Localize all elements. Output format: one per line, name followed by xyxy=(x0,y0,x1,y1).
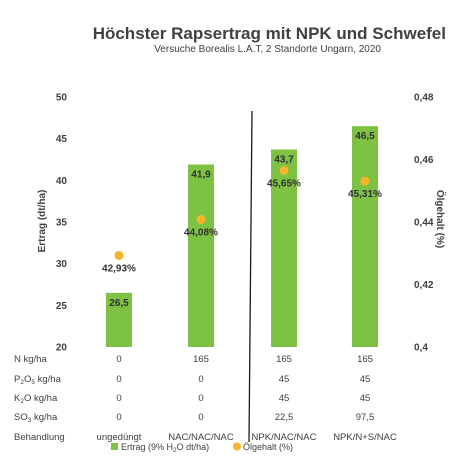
table-cell: 0 xyxy=(198,412,203,423)
legend: Ertrag (9% H2O dt/ha) Ölgehalt (%) xyxy=(111,442,293,454)
table-cell: 0 xyxy=(116,354,121,365)
bar-value-label: 26,5 xyxy=(109,298,129,309)
table-cell: 0 xyxy=(116,412,121,423)
table-cell: 45 xyxy=(279,393,290,404)
y-axis-label: Ertrag (dt/ha) xyxy=(37,190,48,253)
chart-subtitle: Versuche Borealis L.A.T, 2 Standorte Ung… xyxy=(154,44,381,55)
bar xyxy=(352,126,378,348)
bar xyxy=(271,149,297,347)
table-cell: 45 xyxy=(279,374,290,385)
table-cell: 0 xyxy=(198,374,203,385)
legend-label-oil: Ölgehalt (%) xyxy=(243,442,293,452)
bar-value-label: 43,7 xyxy=(274,155,294,166)
y-tick-label: 20 xyxy=(56,343,68,354)
oil-point xyxy=(360,176,370,186)
table-row-label: K2O kg/ha xyxy=(14,393,58,405)
table-row-label: SO3 kg/ha xyxy=(14,412,58,424)
oil-point xyxy=(196,215,206,224)
oil-value-label: 45,65% xyxy=(267,178,301,189)
legend-swatch-yield xyxy=(111,443,118,450)
bar xyxy=(188,164,214,347)
oil-point xyxy=(279,165,289,175)
y2-tick-label: 0,44 xyxy=(414,218,434,229)
y-tick-label: 25 xyxy=(56,301,68,312)
bar-series: 26,5 41,9 43,7 46,5 xyxy=(106,126,378,348)
y2-axis-ticks: 0,4 0,42 0,44 0,46 0,48 xyxy=(414,93,434,354)
table-cell: 0 xyxy=(116,393,121,404)
table-cell: 0 xyxy=(116,374,121,385)
y2-tick-label: 0,42 xyxy=(414,280,434,291)
table-cell: ungedüngt xyxy=(97,432,142,443)
y2-tick-label: 0,4 xyxy=(414,343,428,354)
separator-line xyxy=(248,110,253,443)
table-cell: NPK/N+S/NAC xyxy=(333,432,397,443)
y2-axis-label: Ölgehalt (%) xyxy=(434,190,447,248)
y2-tick-label: 0,48 xyxy=(414,93,434,104)
table-cell: 45 xyxy=(360,374,371,385)
y-tick-label: 30 xyxy=(56,259,68,270)
table-cell: 45 xyxy=(360,393,371,404)
oil-point xyxy=(114,250,124,260)
y-tick-label: 35 xyxy=(56,218,68,229)
table-cell: 165 xyxy=(357,354,373,365)
bar-value-label: 46,5 xyxy=(355,131,375,142)
oil-value-label: 44,08% xyxy=(184,228,218,239)
table-cell: 165 xyxy=(193,354,209,365)
table-row-label: Behandlung xyxy=(14,432,65,443)
y2-tick-label: 0,46 xyxy=(414,155,434,166)
y-axis-ticks: 20 25 30 35 40 45 50 xyxy=(56,93,68,354)
table-cell: NPK/NAC/NAC xyxy=(252,432,317,443)
legend-marker-oil xyxy=(233,442,241,451)
table-row-label: N kg/ha xyxy=(14,354,47,365)
table-cell: 22,5 xyxy=(275,412,294,423)
legend-label-yield: Ertrag (9% H2O dt/ha) xyxy=(121,442,209,454)
y-tick-label: 40 xyxy=(56,176,68,187)
point-series: 42,93% 44,08% 45,65% 45,31% xyxy=(102,165,382,274)
table-cell: 0 xyxy=(198,393,203,404)
bar xyxy=(106,292,132,347)
data-table: N kg/ha 0 165 165 165 P2O5 kg/ha 0 0 45 45 K2O kg/… xyxy=(14,354,397,443)
table-cell: 97,5 xyxy=(356,412,375,423)
y-tick-label: 45 xyxy=(56,134,68,145)
table-row-label: P2O5 kg/ha xyxy=(14,374,62,386)
table-cell: 165 xyxy=(276,354,292,365)
bar-value-label: 41,9 xyxy=(191,170,211,181)
chart-title: Höchster Rapsertrag mit NPK und Schwefel xyxy=(93,24,446,43)
oil-value-label: 45,31% xyxy=(348,189,382,200)
table-cell: NAC/NAC/NAC xyxy=(168,432,234,443)
y-tick-label: 50 xyxy=(56,93,68,104)
oil-value-label: 42,93% xyxy=(102,263,136,274)
